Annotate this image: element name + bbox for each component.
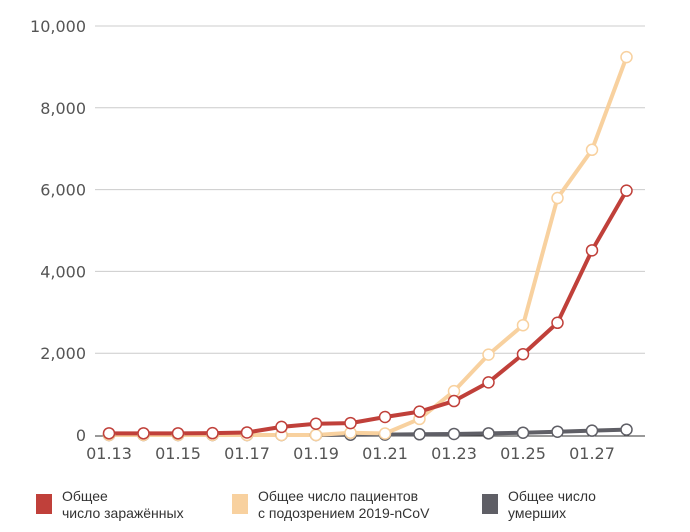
y-tick-label: 10,000 [30, 17, 86, 36]
legend-item-deaths: Общее число умерших [482, 488, 596, 522]
series-0 [109, 189, 629, 436]
data-point [516, 318, 530, 332]
data-point [551, 425, 564, 438]
data-point [620, 184, 633, 197]
x-tick-label: 01.19 [293, 444, 339, 463]
data-point [585, 143, 599, 157]
x-tick-label: 01.23 [431, 444, 477, 463]
data-point [585, 244, 599, 257]
data-point [551, 191, 564, 205]
series-line [109, 189, 629, 436]
y-axis-labels: 0 2,000 4,000 6,000 8,000 10,000 [30, 17, 86, 445]
legend-label-infected: Общее число заражённых [62, 488, 184, 521]
data-point [620, 50, 633, 64]
x-tick-label: 01.27 [569, 444, 615, 463]
legend-item-suspected: Общее число пациентов с подозрением 2019… [232, 488, 429, 522]
series-markers-0 [102, 184, 633, 440]
data-series [102, 50, 633, 442]
legend-swatch-suspected [232, 494, 248, 514]
x-axis-labels: 01.13 01.15 01.17 01.19 01.21 01.23 01.25 01.27 [86, 444, 615, 463]
data-point [413, 428, 426, 441]
data-point [102, 427, 116, 440]
y-tick-label: 8,000 [40, 99, 86, 118]
data-point [378, 427, 392, 440]
series-markers-1 [102, 50, 633, 442]
data-point [482, 348, 495, 361]
y-tick-label: 4,000 [40, 262, 86, 281]
x-tick-label: 01.17 [224, 444, 270, 463]
data-point [585, 424, 599, 437]
data-point [309, 417, 323, 431]
legend-label-deaths: Общее число умерших [508, 488, 596, 521]
data-point [309, 428, 323, 442]
legend-swatch-deaths [482, 494, 498, 514]
data-point [516, 426, 530, 439]
legend: Общее число заражённых Общее число пацие… [0, 488, 690, 532]
data-point [344, 416, 357, 430]
legend-item-infected: Общее число заражённых [36, 488, 184, 522]
x-tick-label: 01.25 [500, 444, 546, 463]
data-point [516, 347, 530, 361]
y-tick-label: 2,000 [40, 344, 86, 363]
x-tick-label: 01.21 [362, 444, 408, 463]
x-tick-label: 01.13 [86, 444, 132, 463]
data-point [447, 394, 461, 408]
data-point [482, 427, 495, 440]
series-line [109, 56, 629, 437]
data-point [171, 427, 185, 440]
data-point [137, 427, 150, 440]
data-point [378, 410, 392, 424]
data-point [551, 316, 564, 330]
data-point [482, 376, 495, 389]
data-point [206, 426, 219, 440]
data-point [620, 423, 633, 436]
x-tick-label: 01.15 [155, 444, 201, 463]
legend-label-suspected: Общее число пациентов с подозрением 2019… [258, 488, 430, 521]
grid-lines [95, 25, 645, 437]
data-point [447, 427, 461, 441]
series-1 [109, 56, 629, 437]
data-point [413, 405, 426, 418]
y-tick-label: 0 [76, 426, 86, 445]
data-point [275, 420, 288, 434]
y-tick-label: 6,000 [40, 181, 86, 200]
legend-swatch-infected [36, 494, 52, 514]
data-point [240, 426, 254, 439]
